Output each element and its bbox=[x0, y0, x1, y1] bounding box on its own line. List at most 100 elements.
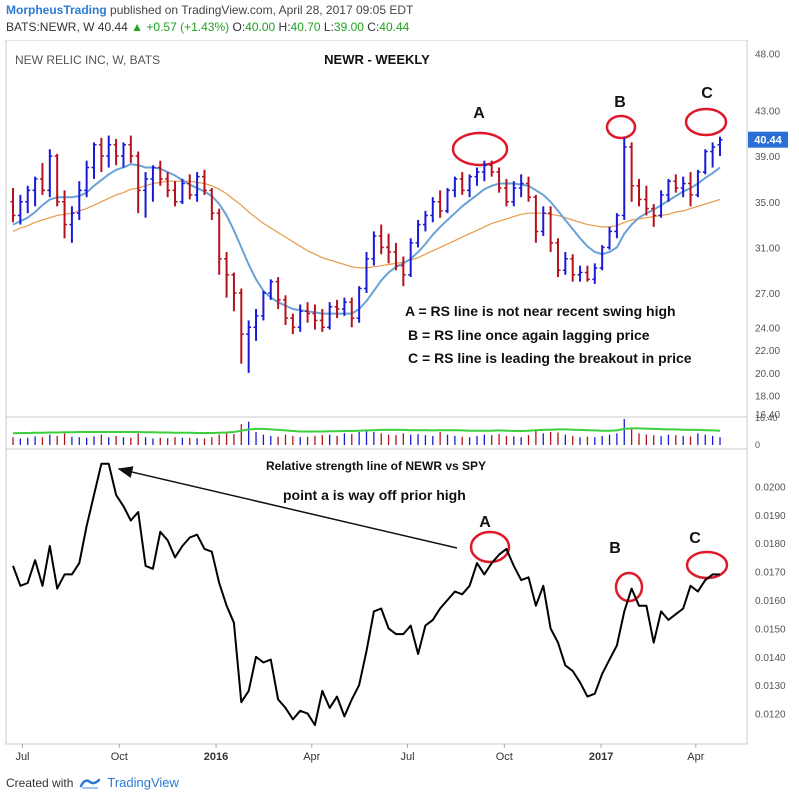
price-bar bbox=[231, 272, 237, 312]
price-bar bbox=[533, 194, 539, 243]
note-a: A = RS line is not near recent swing hig… bbox=[405, 303, 676, 319]
price-tick-label: 43.00 bbox=[755, 106, 780, 117]
tradingview-brand-link[interactable]: TradingView bbox=[107, 775, 179, 790]
price-tick-label: 48.00 bbox=[755, 49, 780, 60]
rs-pane-title: Relative strength line of NEWR vs SPY bbox=[266, 459, 486, 473]
price-tick-label: 16.40 bbox=[755, 410, 780, 421]
price-bar bbox=[665, 178, 671, 202]
chart-svg[interactable]: NEW RELIC INC, W, BATS NEWR - WEEKLY Rel… bbox=[5, 39, 794, 770]
published-text: published on TradingView.com, April 28, … bbox=[110, 3, 414, 17]
price-bar bbox=[607, 226, 613, 250]
price-bar bbox=[356, 286, 362, 323]
price-bar bbox=[555, 238, 561, 278]
price-bar bbox=[717, 136, 723, 157]
symbol-header: BATS:NEWR, W 40.44 ▲ +0.57 (+1.43%) O:40… bbox=[6, 20, 409, 34]
price-bar bbox=[651, 204, 657, 227]
price-bar bbox=[76, 181, 82, 221]
price-bar bbox=[570, 254, 576, 282]
price-bar bbox=[592, 263, 598, 284]
price-bar bbox=[511, 181, 517, 207]
price-tick-label: 20.00 bbox=[755, 369, 780, 380]
price-bar bbox=[474, 167, 480, 186]
time-tick-label: Oct bbox=[496, 751, 513, 763]
price-bar bbox=[688, 172, 694, 207]
annotation-arrow bbox=[117, 466, 458, 549]
price-bar bbox=[364, 251, 369, 294]
price-bar bbox=[25, 185, 31, 214]
published-header: MorpheusTrading published on TradingView… bbox=[6, 3, 413, 17]
price-bar bbox=[305, 302, 311, 323]
rs-label-a: A bbox=[479, 514, 491, 531]
price-bar bbox=[17, 194, 23, 225]
price-bar bbox=[135, 151, 141, 214]
price-bar bbox=[518, 174, 524, 198]
price-bar bbox=[445, 188, 451, 214]
price-bar bbox=[393, 242, 399, 271]
rs-label-b: B bbox=[609, 540, 621, 557]
price-bar bbox=[187, 174, 193, 200]
price-bar bbox=[621, 137, 627, 221]
price-bar bbox=[349, 297, 355, 328]
price-bar bbox=[695, 169, 701, 198]
time-tick-label: Oct bbox=[111, 751, 128, 763]
time-tick-label: Jul bbox=[401, 751, 415, 763]
price-bar bbox=[128, 135, 134, 163]
price-bar bbox=[179, 178, 185, 205]
price-bar bbox=[54, 153, 60, 207]
price-bar bbox=[47, 149, 53, 198]
price-bar bbox=[209, 188, 215, 221]
note-c: C = RS line is leading the breakout in p… bbox=[408, 350, 692, 366]
price-bar bbox=[113, 138, 119, 166]
volume-bars bbox=[12, 419, 721, 445]
volume-tick-label: 16.40 bbox=[755, 413, 778, 423]
price-bar bbox=[39, 162, 45, 195]
time-tick-label: Jul bbox=[15, 751, 29, 763]
high-label: H: bbox=[278, 20, 291, 34]
price-bar bbox=[386, 233, 392, 264]
price-bar bbox=[452, 176, 458, 198]
price-bar bbox=[62, 190, 68, 239]
price-bar bbox=[702, 149, 708, 175]
low-label: L: bbox=[323, 20, 334, 34]
price-bar bbox=[32, 176, 38, 207]
rs-tick-label: 0.0140 bbox=[755, 653, 786, 664]
rs-tick-label: 0.0150 bbox=[755, 624, 786, 635]
price-bar bbox=[415, 220, 421, 248]
price-tick-label: 31.00 bbox=[755, 243, 780, 254]
price-bars bbox=[10, 135, 723, 373]
arrow-label: point a is way off prior high bbox=[283, 487, 466, 503]
price-circle-c bbox=[684, 107, 728, 137]
price-pane-subtitle: NEW RELIC INC, W, BATS bbox=[15, 53, 160, 67]
rs-tick-label: 0.0200 bbox=[755, 482, 786, 493]
rs-circle-a bbox=[469, 530, 511, 564]
author-link[interactable]: MorpheusTrading bbox=[6, 3, 107, 17]
price-bar bbox=[540, 206, 546, 236]
price-change: +0.57 (+1.43%) bbox=[146, 20, 230, 34]
price-bar bbox=[371, 231, 377, 266]
price-tick-label: 39.00 bbox=[755, 152, 780, 163]
open-label: O: bbox=[232, 20, 246, 34]
volume-axis: 16.40 0 bbox=[755, 413, 778, 450]
low-value: 39.00 bbox=[333, 20, 364, 34]
price-bar bbox=[577, 265, 583, 282]
price-bar bbox=[437, 190, 443, 218]
price-bar bbox=[334, 299, 340, 319]
high-value: 40.70 bbox=[290, 20, 321, 34]
price-label-b: B bbox=[614, 94, 626, 111]
price-bar bbox=[282, 295, 288, 325]
price-bar bbox=[120, 142, 126, 168]
price-bar bbox=[165, 172, 171, 198]
price-bar bbox=[422, 210, 428, 232]
tradingview-logo-icon bbox=[80, 778, 101, 789]
price-bar bbox=[98, 137, 104, 173]
price-pane-title: NEWR - WEEKLY bbox=[324, 52, 430, 67]
price-bar bbox=[526, 176, 532, 202]
time-axis: Jul Oct 2016 Apr Jul Oct 2017 Apr bbox=[15, 744, 705, 763]
price-bar bbox=[378, 224, 384, 255]
price-tick-label: 22.00 bbox=[755, 346, 780, 357]
price-bar bbox=[216, 208, 222, 275]
price-label-a: A bbox=[473, 105, 485, 122]
last-price: 40.44 bbox=[97, 20, 128, 34]
price-bar bbox=[246, 320, 252, 373]
rs-line-group bbox=[12, 462, 720, 726]
